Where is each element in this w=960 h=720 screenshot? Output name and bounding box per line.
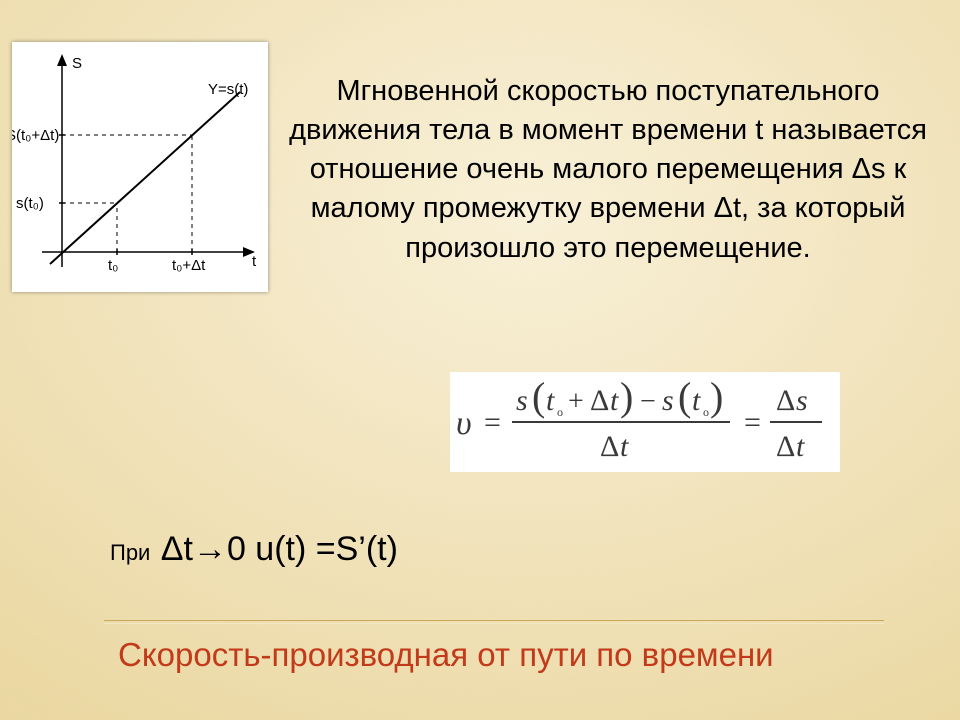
- limit-body: Δt→0 u(t) =S’(t): [161, 530, 398, 569]
- svg-text:o: o: [557, 405, 563, 419]
- limit-expression: При Δt→0 u(t) =S’(t): [110, 530, 398, 569]
- svg-text:Δ: Δ: [776, 430, 795, 463]
- graph-figure: S t Y=s(t) t₀ t₀+Δt s(t₀) S(t₀+Δt): [12, 42, 268, 292]
- curve-label: Y=s(t): [208, 81, 248, 98]
- svg-text:Δ: Δ: [590, 384, 609, 417]
- svg-text:t: t: [620, 430, 629, 463]
- svg-text:t: t: [796, 430, 805, 463]
- svg-text:s: s: [796, 384, 808, 417]
- svg-text:): ): [620, 374, 633, 419]
- definition-text: Мгновенной скоростью поступательного дви…: [288, 72, 928, 268]
- svg-text:): ): [710, 374, 723, 419]
- svg-text:t: t: [546, 384, 555, 417]
- svg-text:(: (: [678, 374, 691, 419]
- svg-text:Δ: Δ: [600, 430, 619, 463]
- axis-x-label: t: [252, 253, 257, 270]
- svg-text:s: s: [516, 384, 528, 417]
- velocity-formula: υ = s ( t o + Δ t ) − s ( t o ) Δ t: [450, 372, 840, 472]
- svg-text:s: s: [662, 384, 674, 417]
- svg-text:t: t: [610, 384, 619, 417]
- limit-prefix: При: [110, 540, 150, 566]
- t0dt-label: t₀+Δt: [172, 257, 206, 274]
- svg-text:o: o: [703, 405, 709, 419]
- svg-text:−: −: [640, 386, 656, 417]
- svg-text:=: =: [744, 406, 761, 439]
- svg-text:υ: υ: [456, 405, 472, 442]
- svg-text:(: (: [532, 374, 545, 419]
- axis-y-label: S: [72, 55, 82, 72]
- divider-line: [104, 620, 884, 624]
- svg-text:t: t: [692, 384, 701, 417]
- s-t0-label: s(t₀): [16, 195, 44, 212]
- svg-text:=: =: [484, 406, 501, 439]
- s-t0dt-label: S(t₀+Δt): [12, 127, 59, 144]
- svg-text:+: +: [568, 386, 584, 417]
- t0-label: t₀: [108, 257, 118, 274]
- conclusion-text: Скорость-производная от пути по времени: [118, 636, 774, 674]
- svg-text:Δ: Δ: [776, 384, 795, 417]
